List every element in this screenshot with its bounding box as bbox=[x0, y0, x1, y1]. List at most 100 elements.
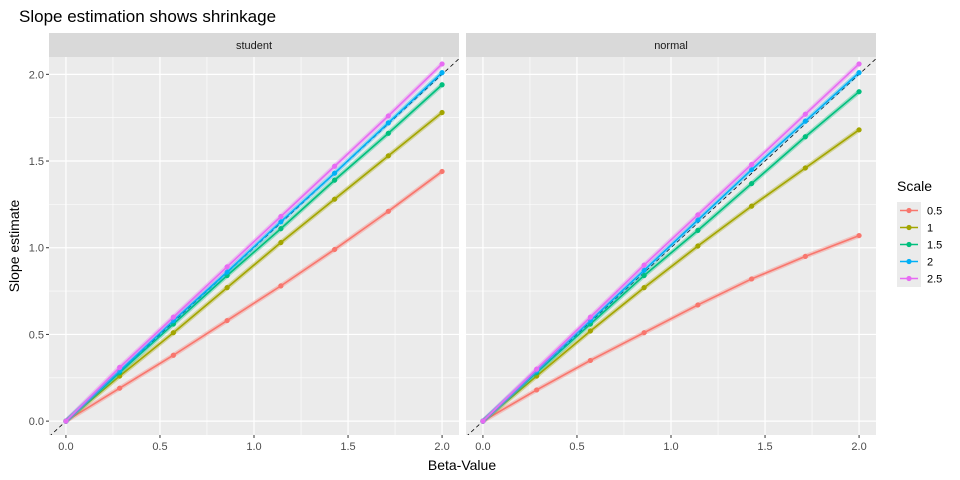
data-point-2.5 bbox=[224, 264, 230, 270]
data-point-1 bbox=[641, 285, 647, 291]
data-point-2.5 bbox=[587, 314, 593, 320]
y-tick-label: 1.5 bbox=[29, 156, 44, 168]
data-point-0.5 bbox=[749, 276, 755, 282]
x-tick-label: 1.5 bbox=[340, 441, 355, 453]
x-tick-label: 1.5 bbox=[757, 441, 772, 453]
data-point-1.5 bbox=[695, 227, 701, 233]
data-point-1.5 bbox=[641, 272, 647, 279]
series-line-1.5 bbox=[482, 91, 860, 422]
legend-label-0.5: 0.5 bbox=[927, 206, 942, 218]
data-point-2 bbox=[749, 167, 755, 173]
legend-label-1: 1 bbox=[927, 223, 933, 235]
legend-key-point-1.5 bbox=[906, 241, 912, 248]
panel-student: student 0.0 0.5 1.0 1.5 2.0 0.0 0.5 1.0 1.5 2.0 bbox=[29, 33, 459, 453]
data-point-2.5 bbox=[63, 418, 69, 424]
data-point-0.5 bbox=[117, 385, 123, 391]
data-point-2.5 bbox=[856, 61, 862, 67]
facet-strip bbox=[466, 33, 876, 57]
data-point-1 bbox=[802, 165, 808, 171]
data-point-1 bbox=[856, 127, 862, 133]
data-point-2.5 bbox=[480, 418, 486, 424]
data-point-0.5 bbox=[170, 352, 176, 358]
data-point-2.5 bbox=[332, 163, 338, 169]
legend-key-point-2.5 bbox=[906, 275, 912, 282]
series-line-1 bbox=[65, 111, 443, 422]
data-point-2.5 bbox=[749, 161, 755, 168]
legend-label-2: 2 bbox=[927, 257, 933, 269]
data-point-2.5 bbox=[439, 61, 445, 67]
data-layer bbox=[467, 58, 876, 435]
x-tick-label: 2.0 bbox=[434, 441, 449, 453]
series-line-1.5 bbox=[65, 84, 443, 422]
legend-title: Scale bbox=[897, 178, 932, 194]
facet-strip bbox=[49, 33, 459, 57]
data-point-1 bbox=[695, 243, 701, 249]
data-point-2.5 bbox=[695, 212, 701, 218]
data-point-2.5 bbox=[278, 213, 284, 220]
data-point-1 bbox=[587, 328, 593, 334]
data-point-2 bbox=[802, 118, 808, 124]
data-point-0.5 bbox=[439, 168, 445, 175]
data-point-2 bbox=[856, 70, 862, 76]
y-tick-label: 2.0 bbox=[29, 69, 44, 81]
facet-strip-label: student bbox=[236, 40, 272, 52]
data-point-1 bbox=[224, 285, 230, 291]
series-line-1 bbox=[482, 129, 860, 422]
data-point-1 bbox=[749, 203, 755, 209]
data-point-2 bbox=[385, 120, 391, 126]
data-point-0.5 bbox=[385, 208, 391, 214]
data-point-2 bbox=[439, 70, 445, 76]
data-point-0.5 bbox=[856, 232, 862, 239]
data-point-2 bbox=[332, 170, 338, 176]
data-point-0.5 bbox=[332, 246, 338, 253]
legend-key-point-1 bbox=[906, 224, 912, 231]
legend-label-1.5: 1.5 bbox=[927, 240, 942, 252]
data-point-1 bbox=[385, 153, 391, 159]
legend-key-point-2 bbox=[906, 258, 912, 265]
x-tick-label: 1.0 bbox=[246, 441, 261, 453]
legend-label-2.5: 2.5 bbox=[927, 274, 942, 286]
legend-key-point-0.5 bbox=[906, 207, 912, 214]
data-point-2.5 bbox=[385, 113, 391, 119]
data-point-2 bbox=[641, 267, 647, 273]
data-point-2.5 bbox=[641, 262, 647, 268]
data-point-0.5 bbox=[587, 357, 593, 364]
data-point-2 bbox=[695, 217, 701, 223]
y-tick-label: 0.5 bbox=[29, 329, 44, 341]
x-tick-label: 0.0 bbox=[58, 441, 73, 453]
data-point-2.5 bbox=[802, 111, 808, 117]
data-point-1.5 bbox=[749, 180, 755, 187]
data-point-0.5 bbox=[278, 283, 284, 289]
data-point-1.5 bbox=[439, 82, 445, 88]
data-point-0.5 bbox=[534, 387, 540, 393]
data-point-0.5 bbox=[641, 330, 647, 336]
series-line-2.5 bbox=[65, 63, 443, 422]
data-point-1.5 bbox=[278, 226, 284, 232]
x-tick-label: 0.5 bbox=[152, 441, 167, 453]
facet-strip-label: normal bbox=[654, 40, 688, 52]
data-point-1 bbox=[170, 330, 176, 336]
data-point-1.5 bbox=[332, 177, 338, 183]
x-tick-label: 1.0 bbox=[663, 441, 678, 453]
legend: Scale 0.5 1 1.5 2 2.5 bbox=[897, 178, 942, 287]
data-point-1 bbox=[332, 196, 338, 202]
series-line-2.5 bbox=[482, 63, 860, 422]
data-point-1 bbox=[439, 109, 445, 116]
data-point-1.5 bbox=[385, 130, 391, 136]
chart-title: Slope estimation shows shrinkage bbox=[19, 7, 276, 26]
data-point-1.5 bbox=[856, 89, 862, 95]
data-point-0.5 bbox=[695, 302, 701, 308]
data-point-1 bbox=[278, 239, 284, 246]
data-layer bbox=[50, 58, 459, 435]
x-axis-title: Beta-Value bbox=[428, 457, 496, 473]
data-point-2 bbox=[224, 269, 230, 275]
data-point-1.5 bbox=[802, 134, 808, 140]
x-tick-label: 0.5 bbox=[569, 441, 584, 453]
series-line-2 bbox=[482, 72, 860, 422]
series-line-0.5 bbox=[482, 234, 860, 422]
panel-normal: normal 0.0 0.5 1.0 1.5 2.0 bbox=[466, 33, 876, 453]
data-point-0.5 bbox=[802, 253, 808, 260]
y-tick-label: 1.0 bbox=[29, 243, 44, 255]
